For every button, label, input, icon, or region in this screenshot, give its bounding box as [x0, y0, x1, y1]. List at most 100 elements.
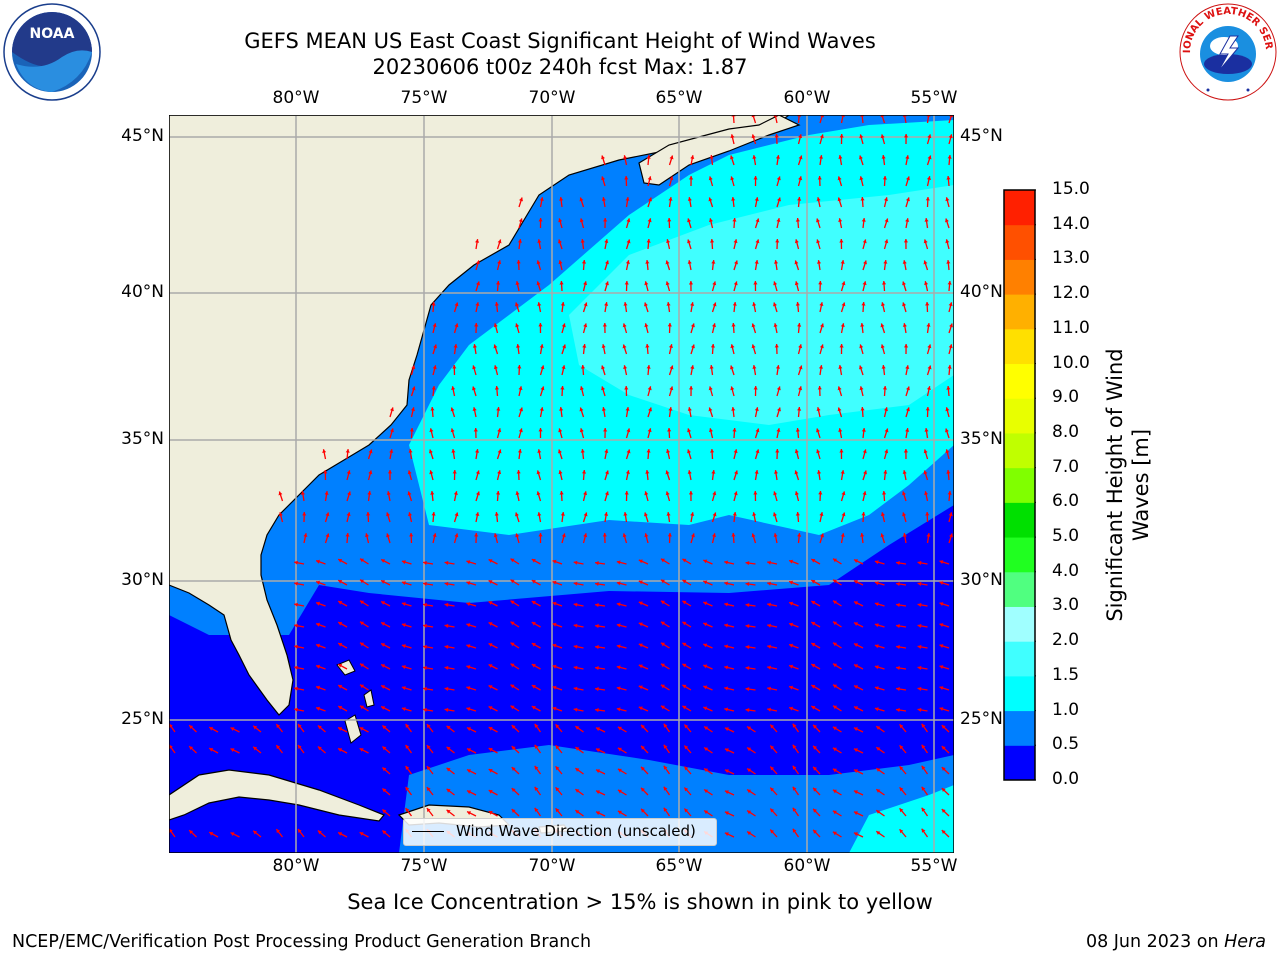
colorbar-tick-label: 13.0	[1052, 248, 1090, 269]
wave-direction-arrowhead	[682, 579, 687, 584]
wave-direction-arrowhead	[917, 560, 922, 565]
wave-direction-arrowhead	[360, 558, 364, 563]
wave-direction-arrowhead	[444, 665, 449, 670]
wave-direction-arrowhead	[839, 134, 844, 138]
wave-direction-arrowhead	[687, 197, 692, 201]
wave-direction-arrowhead	[792, 765, 797, 770]
wave-direction-arrowhead	[690, 323, 695, 328]
wave-direction-arrowhead	[644, 491, 649, 496]
ocean-band-1.0-1.5-south	[849, 785, 954, 853]
wave-direction-arrowhead	[446, 746, 451, 751]
wave-direction-arrowhead	[690, 155, 695, 159]
wave-direction-arrowhead	[703, 685, 708, 690]
wave-direction-arrowhead	[752, 365, 757, 369]
wave-direction-arrowhead	[752, 302, 757, 306]
wave-direction-arrowhead	[902, 281, 906, 286]
wave-direction-arrowhead	[603, 428, 608, 432]
wave-direction-arrowhead	[573, 686, 578, 691]
wave-direction-arrowhead	[902, 323, 907, 327]
wave-direction-arrowhead	[338, 580, 343, 584]
wave-direction-arrowhead	[622, 533, 627, 538]
wave-direction-arrowhead	[405, 724, 410, 728]
wave-direction-arrowhead	[423, 623, 427, 628]
lat-label-right: 30°N	[960, 570, 1003, 590]
wave-direction-arrowhead	[724, 602, 729, 607]
wave-direction-arrowhead	[840, 323, 845, 327]
colorbar-segment	[1004, 467, 1035, 503]
wave-direction-arrowhead	[745, 645, 750, 650]
wave-direction-arrowhead	[773, 491, 778, 496]
wave-direction-arrowhead	[516, 344, 521, 348]
wave-direction-arrowhead	[660, 642, 665, 647]
wave-direction-arrowhead	[903, 239, 908, 243]
wave-direction-arrowhead	[789, 601, 794, 606]
wave-direction-arrowhead	[510, 600, 515, 605]
wave-direction-arrowhead	[789, 622, 794, 627]
wave-direction-arrowhead	[583, 323, 588, 328]
wave-direction-arrowhead	[947, 155, 952, 159]
wave-direction-arrowhead	[876, 747, 881, 751]
wave-direction-arrowhead	[841, 491, 846, 496]
wave-direction-arrowhead	[602, 533, 607, 537]
wave-direction-arrowhead	[452, 365, 457, 369]
wave-direction-arrowhead	[876, 810, 881, 814]
wave-direction-arrowhead	[510, 558, 515, 563]
wave-direction-arrowhead	[794, 470, 799, 475]
wave-direction-arrowhead	[467, 727, 471, 731]
wave-direction-arrowhead	[712, 491, 717, 496]
wave-direction-arrowhead	[687, 407, 692, 411]
wave-direction-arrowhead	[531, 685, 536, 689]
wave-direction-arrowhead	[641, 745, 645, 750]
wave-direction-arrowhead	[817, 260, 822, 264]
wave-direction-arrowhead	[475, 239, 480, 243]
colorbar-tick-label: 0.0	[1052, 769, 1080, 789]
wave-direction-arrowhead	[515, 323, 520, 328]
wave-direction-arrowhead	[573, 581, 578, 586]
wave-direction-arrowhead	[733, 281, 738, 286]
wave-direction-arrowhead	[682, 600, 687, 605]
wave-direction-arrowhead	[338, 685, 343, 689]
wave-direction-arrowhead	[832, 747, 837, 752]
wave-direction-arrowhead	[431, 512, 436, 516]
wave-direction-arrowhead	[767, 707, 771, 712]
lon-label-bottom: 65°W	[655, 856, 703, 876]
wave-direction-arrowhead	[579, 386, 584, 391]
wave-direction-arrowhead	[774, 344, 779, 348]
wave-direction-arrowhead	[518, 218, 523, 223]
wave-direction-arrowhead	[616, 644, 621, 649]
wave-direction-arrowhead	[515, 533, 520, 538]
wave-direction-arrowhead	[582, 470, 587, 474]
wave-direction-arrowhead	[666, 449, 671, 453]
wave-direction-arrowhead	[646, 365, 651, 369]
lon-label-top: 75°W	[400, 88, 448, 108]
wave-direction-arrowhead	[794, 491, 799, 496]
wave-direction-arrowhead	[876, 726, 881, 730]
wave-direction-arrowhead	[405, 787, 410, 791]
wave-direction-arrowhead	[531, 664, 536, 668]
wave-direction-arrowhead	[731, 407, 736, 411]
wave-direction-arrowhead	[467, 790, 471, 794]
wave-direction-arrowhead	[724, 811, 729, 816]
wave-direction-arrowhead	[426, 808, 431, 813]
wave-direction-arrowhead	[731, 323, 736, 327]
legend-label: Wind Wave Direction (unscaled)	[456, 822, 696, 840]
wave-direction-arrowhead	[712, 323, 716, 328]
wave-direction-arrowhead	[754, 407, 759, 411]
wave-direction-arrowhead	[753, 176, 758, 180]
wave-direction-arrowhead	[767, 602, 771, 607]
wave-direction-arrowhead	[617, 747, 622, 752]
wave-direction-arrowhead	[444, 707, 449, 712]
wave-direction-arrowhead	[474, 323, 479, 327]
wave-direction-arrowhead	[863, 260, 867, 265]
wave-direction-arrowhead	[923, 449, 928, 454]
wave-direction-arrowhead	[724, 707, 729, 712]
wave-direction-arrowhead	[497, 449, 502, 454]
wave-direction-arrowhead	[408, 449, 413, 453]
wave-direction-arrowhead	[454, 533, 459, 538]
wave-direction-arrowhead	[338, 664, 343, 668]
wave-direction-arrowhead	[794, 239, 799, 244]
wave-direction-arrowhead	[798, 344, 803, 349]
wave-direction-arrowhead	[646, 155, 651, 159]
wave-direction-arrowhead	[552, 685, 557, 690]
wave-direction-arrowhead	[704, 726, 709, 731]
